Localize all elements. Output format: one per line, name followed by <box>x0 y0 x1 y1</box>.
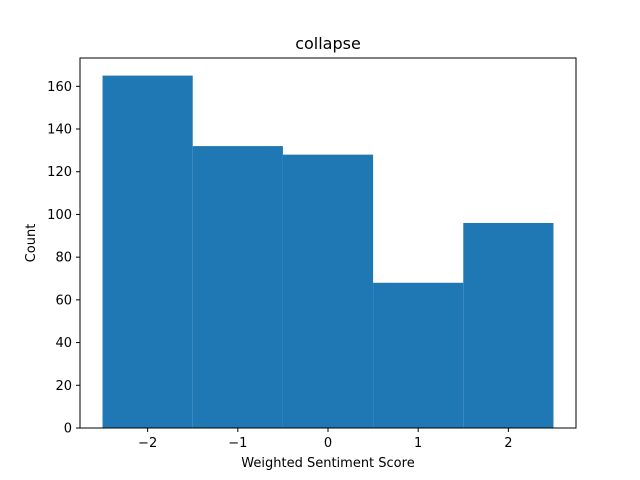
y-tick-label: 140 <box>47 123 72 138</box>
y-axis-ticks: 0 20 40 60 80 100 120 140 160 <box>47 80 80 437</box>
histogram-bar-0 <box>102 75 193 428</box>
x-tick-label: 1 <box>414 436 422 451</box>
y-tick-label: 20 <box>55 379 72 394</box>
histogram-bar-1 <box>192 146 283 428</box>
histogram-bar-2 <box>282 154 374 428</box>
y-axis-label: Count <box>24 224 39 263</box>
x-tick-label: −2 <box>138 436 157 451</box>
x-axis-ticks: −2 −1 0 1 2 <box>138 428 513 451</box>
y-tick-label: 40 <box>55 336 72 351</box>
y-tick-label: 60 <box>55 293 72 308</box>
bars-group <box>102 75 554 428</box>
x-axis-label: Weighted Sentiment Score <box>241 456 414 471</box>
x-tick-label: −1 <box>228 436 247 451</box>
chart-title: collapse <box>295 34 361 53</box>
y-tick-label: 160 <box>47 80 72 95</box>
y-tick-label: 80 <box>55 251 72 266</box>
y-tick-label: 100 <box>47 208 72 223</box>
y-tick-label: 0 <box>64 422 72 437</box>
x-tick-label: 2 <box>504 436 512 451</box>
histogram-bar-4 <box>463 222 554 428</box>
x-tick-label: 0 <box>324 436 332 451</box>
histogram-bar-3 <box>373 282 464 428</box>
y-tick-label: 120 <box>47 165 72 180</box>
